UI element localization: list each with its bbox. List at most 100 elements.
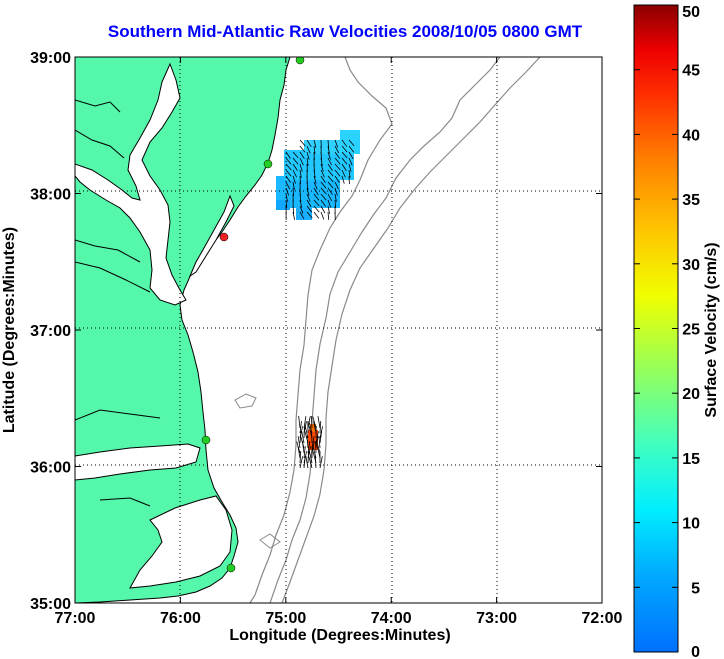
velocity-vector — [316, 441, 321, 454]
pamlico-sound — [129, 495, 233, 589]
velocity-vector — [327, 211, 330, 221]
velocity-vector — [285, 193, 289, 202]
bathymetry-contour-2 — [269, 57, 501, 603]
velocity-vector — [310, 415, 313, 429]
x-axis-label: Longitude (Degrees:Minutes) — [229, 627, 450, 644]
velocity-vector — [318, 436, 321, 449]
velocity-vector — [327, 181, 334, 189]
velocity-vector — [299, 145, 306, 153]
velocity-vector — [306, 139, 312, 148]
velocity-vector — [316, 446, 321, 459]
velocity-vector — [306, 157, 309, 166]
radar-site-marker[interactable] — [201, 435, 211, 445]
velocity-vector — [334, 193, 337, 202]
velocity-vector — [319, 456, 323, 469]
velocity-vector — [303, 456, 306, 469]
velocity-vector — [306, 199, 312, 208]
velocity-vector — [313, 199, 320, 207]
velocity-vector — [299, 193, 302, 202]
velocity-vector — [285, 169, 292, 177]
colorbar-tick-label: 30 — [682, 257, 700, 274]
velocity-vector — [313, 169, 316, 178]
velocity-vector — [304, 426, 309, 439]
velocity-vector — [306, 436, 309, 449]
colorbar-tick-label: 35 — [682, 192, 700, 209]
velocity-vector — [298, 416, 301, 429]
velocity-vector — [312, 416, 317, 429]
velocity-vector — [341, 157, 348, 165]
velocity-vector — [341, 151, 348, 159]
velocity-vector — [320, 199, 327, 207]
grid-lines — [75, 57, 602, 603]
x-tick-label: 75:00 — [265, 610, 306, 627]
velocity-vector — [327, 199, 332, 208]
radar-site-marker[interactable] — [263, 159, 273, 169]
velocity-vector — [334, 163, 341, 171]
velocity-vector — [317, 416, 321, 429]
velocity-vector — [315, 431, 319, 444]
colorbar-tick-label: 0 — [691, 644, 700, 659]
velocity-vector — [320, 169, 325, 178]
velocity-vector — [292, 205, 295, 215]
radar-site-marker[interactable] — [226, 563, 236, 573]
velocity-vector — [320, 205, 326, 214]
velocity-vector — [334, 187, 338, 196]
x-tick-label: 77:00 — [55, 610, 96, 627]
velocity-vector — [302, 441, 305, 454]
velocity-vector — [299, 157, 304, 166]
eastern-shore-bays — [188, 194, 235, 278]
velocity-vector — [334, 175, 340, 183]
velocity-vector — [313, 211, 320, 219]
velocity-vector — [348, 163, 352, 172]
map-layers — [75, 56, 602, 603]
velocity-vector — [341, 175, 345, 184]
colorbar-tick-label: 20 — [682, 386, 700, 403]
velocity-vector — [334, 181, 339, 190]
velocity-vector — [292, 157, 299, 165]
velocity-vector — [292, 175, 296, 184]
radar-site-marker[interactable] — [219, 232, 229, 242]
velocity-vector — [327, 175, 334, 183]
velocity-vector — [348, 139, 355, 147]
velocity-vector — [334, 139, 339, 148]
velocity-vector — [299, 199, 303, 208]
velocity-vector — [313, 145, 316, 154]
velocity-vector — [327, 151, 331, 160]
velocity-vector — [292, 169, 297, 178]
velocity-vector — [299, 139, 306, 147]
colorbar-tick-label: 5 — [691, 580, 700, 597]
velocity-vector — [299, 456, 303, 469]
velocity-vector — [299, 211, 305, 220]
x-axis-ticks: 77:00 76:00 75:00 74:00 73:00 72:00 — [55, 57, 623, 627]
radar-coverage-south — [308, 424, 318, 450]
velocity-vector — [334, 145, 340, 154]
y-tick-label: 37:00 — [30, 323, 71, 340]
velocity-vector — [327, 145, 330, 154]
velocity-vector — [285, 163, 292, 171]
velocity-vector — [285, 157, 292, 165]
velocity-vector — [341, 145, 348, 153]
velocity-vector — [306, 151, 310, 160]
colorbar — [633, 4, 679, 653]
velocity-vector — [306, 211, 313, 219]
colorbar-tick-label: 25 — [682, 322, 700, 339]
velocity-vector — [309, 451, 313, 464]
velocity-vector — [313, 187, 319, 195]
velocity-vector — [348, 169, 351, 178]
velocity-vector — [297, 436, 301, 449]
y-axis-label: Latitude (Degrees:Minutes) — [1, 227, 18, 433]
velocity-vector — [313, 175, 317, 184]
velocity-vector — [306, 187, 310, 196]
bathymetry-contour-3 — [281, 57, 541, 603]
radar-site-marker[interactable] — [295, 56, 305, 65]
velocity-vector — [327, 187, 333, 195]
velocity-vector — [334, 169, 341, 177]
velocity-vector — [285, 151, 291, 159]
velocity-vector — [320, 157, 323, 166]
velocity-vector — [313, 205, 320, 213]
rivers — [75, 99, 161, 507]
velocity-vector — [334, 151, 340, 159]
colorbar-tick-label: 50 — [682, 4, 700, 21]
velocity-vector — [285, 181, 291, 190]
